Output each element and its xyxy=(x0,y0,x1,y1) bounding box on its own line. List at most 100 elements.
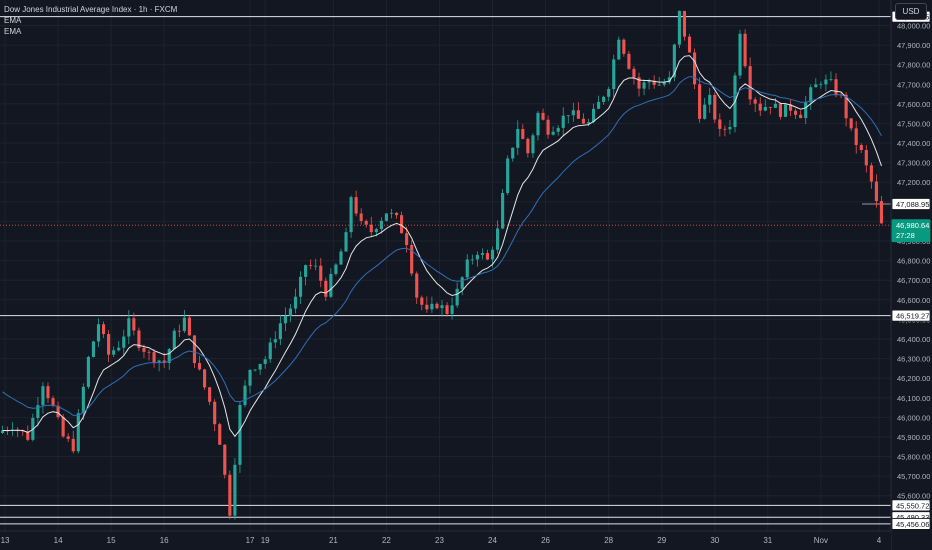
candle-body xyxy=(531,135,535,154)
level-label: 45,550.72 xyxy=(896,501,929,510)
candle-body xyxy=(127,318,131,337)
candle-body xyxy=(480,253,484,255)
candle-body xyxy=(844,94,848,119)
candle-body xyxy=(344,232,348,252)
candle-body xyxy=(571,110,575,116)
candle-body xyxy=(152,352,156,363)
candle-body xyxy=(369,224,373,233)
price-axis: 48,000.00 47,900.00 47,800.00 47,700.00 47,6… xyxy=(897,21,930,500)
candle-body xyxy=(430,303,434,310)
price-tick-label: 46,800.00 xyxy=(897,257,930,266)
candle-body xyxy=(288,308,293,316)
time-tick-label: 17 xyxy=(246,536,255,545)
candle-body xyxy=(384,213,389,221)
candle-body xyxy=(410,245,414,274)
candle-body xyxy=(405,233,409,246)
candle-body xyxy=(824,79,828,85)
candle-body xyxy=(450,305,454,314)
candle-body xyxy=(117,347,121,351)
current-price-label: 46,980.64 xyxy=(896,221,929,230)
candle-body xyxy=(783,104,788,117)
candle-body xyxy=(642,82,646,89)
time-tick-label: 21 xyxy=(329,536,338,545)
candle-body xyxy=(647,80,651,83)
candle-body xyxy=(182,317,186,331)
candle-body xyxy=(708,94,712,105)
time-axis: 13 14 15 16 17 19 21 22 23 24 26 28 29 30 31 Nov 4 xyxy=(1,536,882,545)
candle-body xyxy=(495,228,500,250)
candle-body xyxy=(879,201,884,224)
candle-body xyxy=(374,229,378,233)
candle-body xyxy=(81,386,85,414)
candle-body xyxy=(324,280,328,297)
candle-body xyxy=(682,10,687,37)
candle-body xyxy=(687,36,692,53)
currency-button[interactable]: USD xyxy=(895,3,927,20)
candle-body xyxy=(238,404,242,465)
candle-body xyxy=(693,52,697,85)
candle-body xyxy=(213,401,217,425)
candle-body xyxy=(617,39,621,60)
level-label-box xyxy=(891,309,931,322)
candle-body xyxy=(612,59,616,90)
candle-body xyxy=(728,126,732,130)
time-tick-label: 14 xyxy=(54,536,63,545)
candle-body xyxy=(187,317,191,336)
symbol-title[interactable]: Dow Jones Industrial Average Index · 1h … xyxy=(4,5,178,14)
candle-body xyxy=(874,181,878,202)
candle-body xyxy=(51,398,55,406)
candle-body xyxy=(112,350,116,355)
candle-body xyxy=(581,118,586,124)
candle-body xyxy=(758,103,762,111)
candle-body xyxy=(445,305,449,314)
horizontal-levels xyxy=(0,16,891,525)
price-tick-label: 47,600.00 xyxy=(897,100,930,109)
candle-body xyxy=(86,356,90,387)
candle-body xyxy=(132,318,136,331)
candle-body xyxy=(309,265,313,266)
chart-grid xyxy=(0,0,891,531)
candle-body xyxy=(349,197,353,233)
candle-body xyxy=(364,220,368,225)
candle-body xyxy=(233,464,237,516)
time-tick-label: 22 xyxy=(382,536,391,545)
candle-body xyxy=(36,405,40,419)
time-tick-label: 19 xyxy=(261,536,270,545)
time-tick-label: Nov xyxy=(814,536,828,545)
candle-body xyxy=(753,99,757,104)
candle-body xyxy=(541,112,545,120)
candle-body xyxy=(662,82,666,85)
candle-body xyxy=(859,145,863,151)
candle-body xyxy=(672,44,676,78)
candle-body xyxy=(627,53,631,69)
candle-body xyxy=(354,197,358,214)
candle-body xyxy=(197,363,202,370)
candle-body xyxy=(425,304,429,310)
candle-body xyxy=(71,438,75,452)
candle-body xyxy=(561,115,565,128)
time-axis-background[interactable] xyxy=(0,531,891,550)
price-tick-label: 46,100.00 xyxy=(897,394,930,403)
candle-body xyxy=(677,10,681,45)
candle-body xyxy=(203,369,207,388)
candle-body xyxy=(778,103,783,117)
candle-body xyxy=(804,102,808,119)
candle-body xyxy=(96,324,101,342)
candle-body xyxy=(597,101,601,109)
candle-body xyxy=(490,249,495,260)
candle-body xyxy=(394,212,399,216)
ema-indicator-1[interactable]: EMA xyxy=(4,16,22,25)
candle-body xyxy=(551,131,555,135)
candle-body xyxy=(172,330,176,350)
price-axis-background[interactable] xyxy=(891,0,932,550)
candle-body xyxy=(248,369,252,386)
candle-body xyxy=(304,265,308,277)
time-tick-label: 30 xyxy=(710,536,719,545)
time-tick-label: 29 xyxy=(657,536,666,545)
candle-body xyxy=(278,323,282,340)
candle-body xyxy=(869,165,873,182)
candle-body xyxy=(607,89,611,97)
ema-indicator-2[interactable]: EMA xyxy=(4,27,22,36)
candle-body xyxy=(440,305,444,309)
